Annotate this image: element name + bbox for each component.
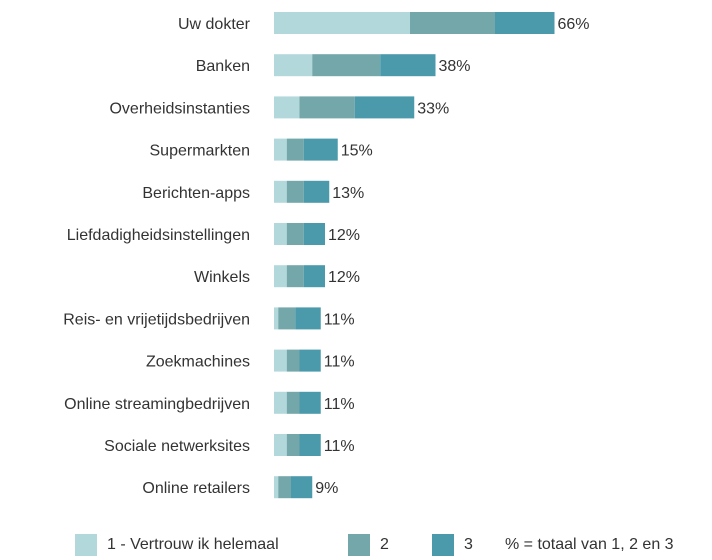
bar-segment-2 <box>286 434 300 456</box>
bar-segment-3 <box>299 391 321 414</box>
bar-segment-3 <box>299 349 321 372</box>
bar-segment-1 <box>274 265 287 288</box>
legend-swatch-3 <box>432 534 454 556</box>
bar-segment-3 <box>295 307 321 330</box>
bar-segment-1 <box>274 223 287 245</box>
bar-segment-1 <box>274 349 287 372</box>
total-label: 13% <box>332 185 364 202</box>
bar-segment-1 <box>274 391 287 414</box>
bar-segment-1 <box>274 96 300 119</box>
bar-segment-2 <box>286 138 304 161</box>
legend-note: % = totaal van 1, 2 en 3 <box>505 534 674 556</box>
total-label: 9% <box>315 480 338 497</box>
legend-item-2: 2 <box>348 534 389 556</box>
category-label: Winkels <box>194 269 250 286</box>
bar-segment-3 <box>303 265 325 288</box>
category-label: Overheidsinstanties <box>109 100 250 117</box>
category-label: Liefdadigheidsinstellingen <box>67 227 250 244</box>
category-label: Banken <box>196 58 250 75</box>
legend-note-text: % = totaal van 1, 2 en 3 <box>505 536 674 553</box>
bar-segment-3 <box>291 476 313 499</box>
total-label: 11% <box>324 438 355 455</box>
legend-label-2: 2 <box>380 536 389 553</box>
bar-segment-2 <box>410 12 495 34</box>
category-label: Berichten-apps <box>142 185 250 202</box>
bar-segment-2 <box>312 54 381 77</box>
bar-segment-3 <box>303 223 325 245</box>
bar-segment-2 <box>286 349 300 372</box>
total-label: 12% <box>328 227 360 244</box>
category-label: Online streamingbedrijven <box>64 396 250 413</box>
total-label: 33% <box>417 100 449 117</box>
category-label: Uw dokter <box>178 16 251 33</box>
bar-segment-3 <box>303 180 330 203</box>
legend-label-1: 1 - Vertrouw ik helemaal <box>107 536 279 553</box>
category-label: Online retailers <box>142 480 250 497</box>
bar-segment-1 <box>274 476 279 499</box>
legend-label-3: 3 <box>464 536 473 553</box>
bar-segment-2 <box>278 307 296 330</box>
bar-segment-2 <box>286 265 304 288</box>
bar-segment-3 <box>495 12 555 34</box>
bar-segment-3 <box>299 434 321 456</box>
legend: 1 - Vertrouw ik helemaal 2 3 % = totaal … <box>0 534 712 560</box>
total-label: 11% <box>324 396 355 413</box>
total-label: 15% <box>341 143 373 160</box>
bars-group: Uw dokter 66% Banken 38% Overheidsinstanties… <box>63 12 590 499</box>
legend-item-1: 1 - Vertrouw ik helemaal <box>75 534 279 556</box>
bar-segment-2 <box>286 180 304 203</box>
bar-segment-2 <box>299 96 355 119</box>
total-label: 11% <box>324 354 355 371</box>
total-label: 38% <box>439 58 471 75</box>
legend-swatch-2 <box>348 534 370 556</box>
category-label: Reis- en vrijetijdsbedrijven <box>63 311 250 328</box>
category-label: Sociale netwerksites <box>104 438 250 455</box>
legend-swatch-1 <box>75 534 97 556</box>
bar-segment-1 <box>274 54 313 77</box>
category-label: Supermarkten <box>150 143 251 160</box>
bar-segment-1 <box>274 434 287 456</box>
total-label: 11% <box>324 311 355 328</box>
legend-item-3: 3 <box>432 534 473 556</box>
bar-segment-3 <box>303 138 338 161</box>
category-label: Zoekmachines <box>146 354 250 371</box>
bar-segment-2 <box>286 391 300 414</box>
bar-segment-3 <box>354 96 415 119</box>
bar-segment-2 <box>278 476 291 499</box>
bar-segment-1 <box>274 307 279 330</box>
bar-segment-1 <box>274 138 287 161</box>
total-label: 66% <box>558 16 590 33</box>
bar-segment-2 <box>286 223 304 245</box>
bar-segment-1 <box>274 180 287 203</box>
bar-segment-1 <box>274 12 410 34</box>
total-label: 12% <box>328 269 360 286</box>
bar-segment-3 <box>380 54 436 77</box>
